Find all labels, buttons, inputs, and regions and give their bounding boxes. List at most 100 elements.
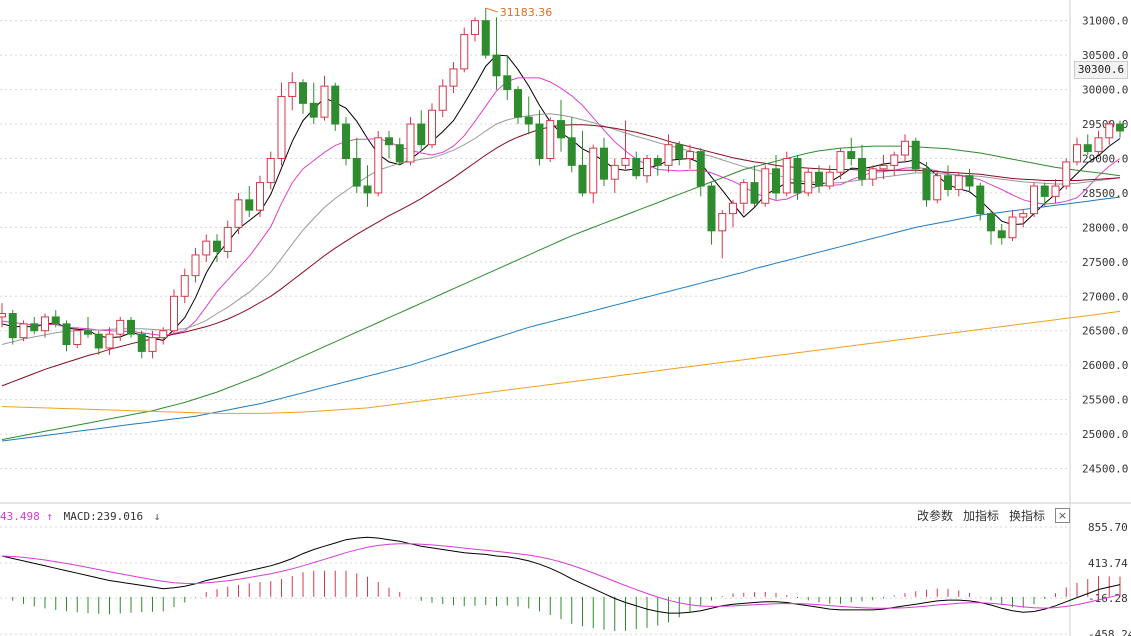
candle-body — [879, 164, 888, 170]
candle — [911, 137, 920, 173]
candle — [750, 165, 759, 207]
candle-body — [976, 185, 985, 215]
candle-body — [385, 137, 393, 146]
candle — [686, 144, 694, 169]
candle — [535, 110, 544, 166]
candle — [589, 144, 598, 204]
candle — [51, 310, 60, 328]
candle-body — [1083, 144, 1092, 153]
candle-body — [363, 185, 372, 194]
candle-body — [19, 323, 28, 339]
candle-body — [739, 182, 748, 204]
candle — [739, 179, 748, 214]
candle-body — [944, 175, 952, 190]
candle-body — [277, 95, 286, 159]
candle-body — [170, 295, 178, 332]
ma-line-ma5 — [1, 54, 1121, 341]
price-tick-label: 28500.0 — [1082, 187, 1128, 200]
candle-body — [245, 199, 254, 211]
candle — [944, 165, 952, 197]
candle — [1062, 158, 1071, 190]
candle-body — [1030, 185, 1038, 215]
candle-body — [589, 147, 598, 194]
add-indicator-button[interactable]: 加指标 — [962, 509, 999, 523]
candle-body — [868, 168, 877, 180]
dif-value: 43.498 — [0, 510, 40, 523]
candle — [815, 165, 823, 193]
candle-body — [965, 175, 974, 187]
candle — [191, 248, 200, 283]
candle-body — [621, 157, 630, 166]
candle — [825, 165, 834, 190]
price-tick-label: 28000.0 — [1082, 221, 1128, 234]
candle — [374, 130, 383, 197]
candle — [105, 327, 114, 355]
candle-body — [395, 144, 404, 163]
candle — [245, 186, 254, 218]
candle — [557, 99, 565, 152]
edit-params-button[interactable]: 改参数 — [916, 509, 953, 523]
candle — [288, 72, 297, 111]
candle — [449, 62, 458, 94]
candles — [0, 8, 1124, 359]
price-tick-label: 25500.0 — [1082, 394, 1128, 407]
candle — [632, 151, 641, 180]
candle-body — [1116, 123, 1124, 132]
candle-body — [159, 330, 168, 339]
candle-body — [911, 140, 920, 170]
candle — [266, 151, 275, 190]
candle — [1040, 182, 1049, 207]
candle — [804, 168, 813, 197]
candle-body — [428, 109, 436, 146]
candle-body — [438, 85, 447, 111]
candle — [309, 82, 318, 125]
candle — [8, 310, 17, 345]
macd-histogram — [12, 570, 1121, 632]
candle-body — [8, 313, 17, 339]
current-price-badge: 30300.6 — [1074, 61, 1128, 79]
candle-body — [481, 20, 490, 56]
candle-body — [137, 333, 146, 352]
candle-body — [449, 68, 458, 87]
candle-body — [793, 157, 802, 194]
candle — [1051, 179, 1060, 204]
candle-body — [922, 168, 931, 201]
candle — [62, 320, 71, 352]
candle — [707, 182, 716, 245]
candle-body — [299, 82, 307, 104]
candle — [524, 96, 533, 135]
candle — [879, 155, 888, 180]
candle — [1073, 137, 1081, 166]
candle-body — [256, 182, 264, 211]
candle-body — [213, 240, 221, 252]
candle-body — [578, 164, 587, 194]
candle — [1105, 120, 1114, 145]
candle-body — [62, 323, 71, 346]
candle-body — [202, 240, 211, 256]
candle — [438, 79, 447, 118]
candle — [41, 313, 49, 338]
candle-body — [686, 151, 694, 159]
candle-body — [342, 123, 350, 159]
candle-body — [374, 137, 383, 194]
candle — [234, 192, 243, 235]
candle-body — [0, 313, 6, 318]
candle — [1094, 130, 1103, 156]
candle — [180, 268, 189, 304]
candle-body — [503, 75, 512, 91]
candle-body — [772, 168, 780, 194]
candle-body — [535, 123, 544, 159]
close-icon[interactable]: × — [1055, 508, 1070, 523]
candle — [137, 330, 146, 359]
candle-body — [84, 330, 92, 335]
candle-body — [610, 164, 619, 180]
candle-body — [632, 157, 641, 177]
switch-indicator-button[interactable]: 换指标 — [1008, 509, 1045, 523]
candle-body — [847, 151, 856, 159]
candle — [836, 148, 845, 180]
candle-body — [750, 182, 759, 204]
price-tick-label: 26000.0 — [1082, 359, 1128, 372]
candle — [84, 316, 92, 338]
